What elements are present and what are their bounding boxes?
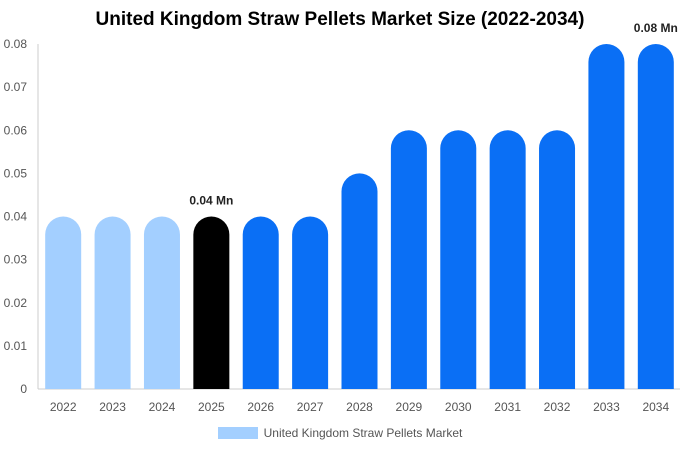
- data-label: 0.08 Mn: [634, 21, 678, 35]
- bar-2024: [143, 216, 180, 389]
- bar-2026: [242, 216, 279, 389]
- y-tick-label: 0.02: [4, 296, 28, 310]
- y-tick-label: 0: [20, 382, 27, 396]
- y-tick-label: 0.08: [4, 37, 28, 51]
- legend-label: United Kingdom Straw Pellets Market: [263, 426, 463, 440]
- x-tick-label: 2030: [445, 400, 472, 414]
- bar-2032: [539, 130, 576, 390]
- chart-title: United Kingdom Straw Pellets Market Size…: [95, 9, 585, 30]
- y-tick-label: 0.05: [4, 166, 28, 180]
- data-labels: 0.04 Mn 0.08 Mn: [189, 21, 677, 208]
- x-tick-label: 2034: [642, 400, 669, 414]
- bar-2034: [637, 44, 674, 389]
- bar-2033: [588, 44, 625, 389]
- x-tick-label: 2033: [593, 400, 620, 414]
- bar-2028: [341, 173, 378, 389]
- bar-2027: [292, 216, 329, 389]
- bar-2029: [390, 130, 427, 390]
- y-tick-label: 0.07: [4, 80, 28, 94]
- x-tick-label: 2032: [544, 400, 571, 414]
- bar-2022: [45, 216, 82, 389]
- x-tick-label: 2026: [247, 400, 274, 414]
- legend: United Kingdom Straw Pellets Market: [0, 426, 680, 440]
- x-tick-label: 2025: [198, 400, 225, 414]
- x-tick-label: 2029: [396, 400, 423, 414]
- bars: [45, 44, 674, 390]
- bar-2025: [193, 216, 230, 389]
- x-tick-label: 2024: [149, 400, 176, 414]
- x-tick-label: 2023: [99, 400, 126, 414]
- y-tick-label: 0.03: [4, 253, 28, 267]
- y-tick-label: 0.06: [4, 123, 28, 137]
- bar-2030: [440, 130, 477, 390]
- x-tick-label: 2031: [494, 400, 521, 414]
- x-tick-label: 2022: [50, 400, 77, 414]
- y-axis-ticks: 0 0.01 0.02 0.03 0.04 0.05 0.06 0.07 0.08: [4, 37, 28, 396]
- bar-2023: [94, 216, 131, 389]
- y-tick-label: 0.01: [4, 339, 28, 353]
- bar-2031: [489, 130, 526, 389]
- legend-swatch: [217, 427, 258, 439]
- x-axis-ticks: 2022 2023 2024 2025 2026 2027 2028 2029 2030 2031…: [50, 400, 670, 414]
- y-tick-label: 0.04: [4, 210, 28, 224]
- x-tick-label: 2028: [346, 400, 373, 414]
- data-label: 0.04 Mn: [189, 194, 233, 208]
- x-tick-label: 2027: [297, 400, 324, 414]
